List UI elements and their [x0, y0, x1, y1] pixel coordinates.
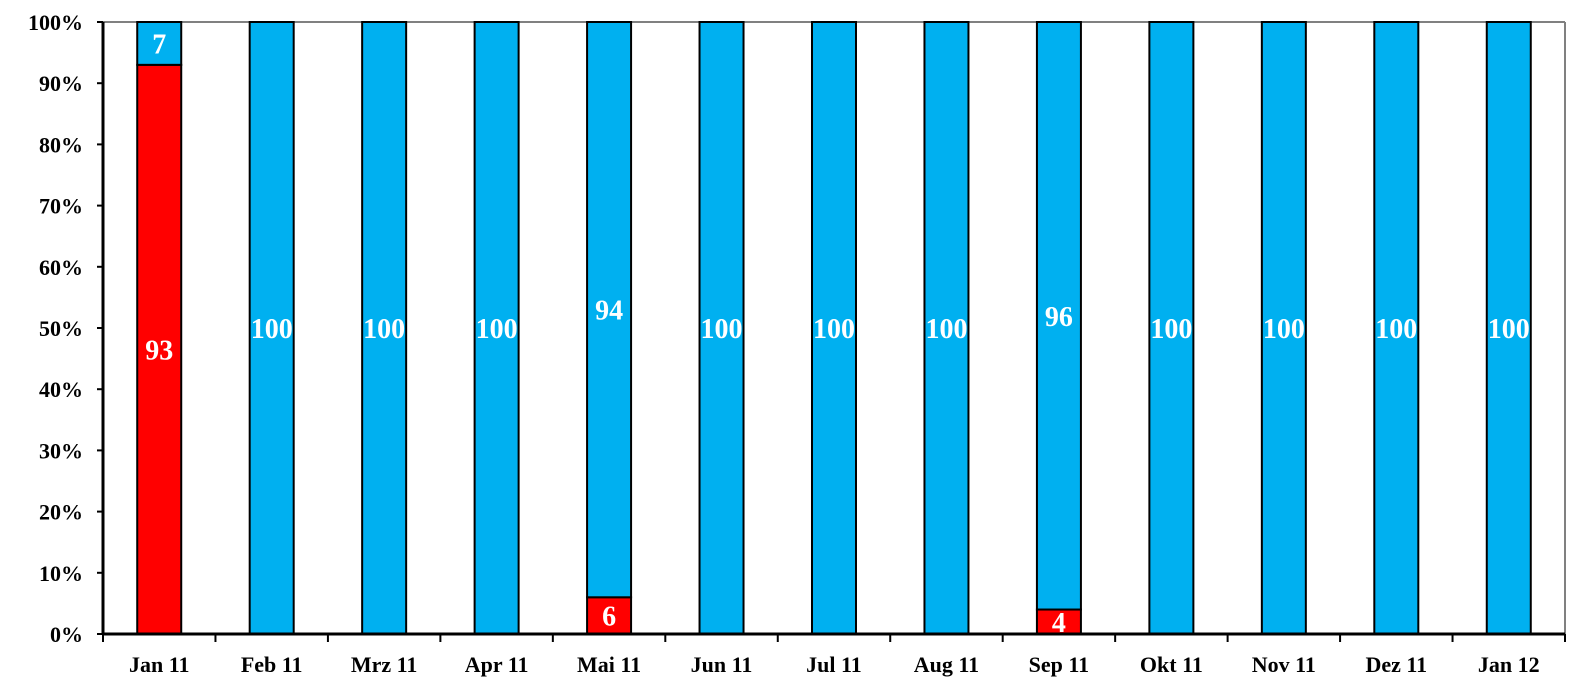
data-label: 100: [1375, 314, 1417, 345]
y-tick-label: 100%: [28, 10, 83, 35]
y-axis: 0% 10% 20% 30% 40% 50% 60% 70% 80% 90% 100%: [28, 10, 105, 647]
bars-group: [136, 21, 1532, 636]
bar-segment: [248, 21, 295, 635]
bar-segment: [1035, 21, 1082, 611]
y-tick-label: 70%: [39, 194, 83, 219]
x-axis: Jan 11 Feb 11 Mrz 11 Apr 11 Mai 11 Jun 11 Jul …: [102, 632, 1566, 677]
x-tick-label: Apr 11: [465, 652, 529, 677]
y-tick-label: 10%: [39, 561, 83, 586]
bar-segment: [586, 21, 633, 599]
x-tick-label: Mai 11: [577, 652, 641, 677]
data-label: 100: [1488, 314, 1530, 345]
y-tick-label: 0%: [50, 622, 83, 647]
data-label: 6: [602, 602, 616, 633]
data-label: 100: [1150, 314, 1192, 345]
x-tick-label: Jan 11: [129, 652, 190, 677]
data-label: 7: [152, 29, 166, 60]
x-tick-label: Okt 11: [1140, 652, 1203, 677]
y-tick-label: 80%: [39, 132, 83, 157]
x-tick-label: Nov 11: [1252, 652, 1316, 677]
y-tick-label: 40%: [39, 377, 83, 402]
bar-segment: [1485, 21, 1532, 635]
bar-segment: [136, 21, 183, 66]
bar-segment: [136, 63, 183, 635]
y-tick-label: 50%: [39, 316, 83, 341]
data-label: 100: [701, 314, 743, 345]
y-tick-label: 30%: [39, 438, 83, 463]
data-label: 100: [1263, 314, 1305, 345]
x-tick-label: Mrz 11: [351, 652, 418, 677]
bar-segment: [586, 596, 633, 636]
x-tick-label: Jul 11: [806, 652, 862, 677]
data-label: 100: [925, 314, 967, 345]
bar-segment: [361, 21, 408, 635]
y-tick-label: 90%: [39, 71, 83, 96]
bar-segment: [1148, 21, 1195, 635]
x-tick-label: Jan 12: [1478, 652, 1540, 677]
y-tick-label: 60%: [39, 255, 83, 280]
x-tick-label: Aug 11: [914, 652, 979, 677]
x-tick-label: Feb 11: [241, 652, 303, 677]
y-tick-label: 20%: [39, 500, 83, 525]
data-label: 96: [1045, 302, 1073, 333]
data-label: 4: [1052, 608, 1066, 639]
data-label: 100: [363, 314, 405, 345]
data-label: 100: [251, 314, 293, 345]
x-tick-label: Jun 11: [691, 652, 753, 677]
data-label: 100: [813, 314, 855, 345]
data-labels-group: 93 7 100 100 100 6 94 100 100 100 4 96 100 100 100 100: [145, 29, 1530, 638]
x-tick-label: Dez 11: [1365, 652, 1427, 677]
bar-segment: [1260, 21, 1307, 635]
bar-segment: [1373, 21, 1420, 635]
data-label: 94: [595, 296, 623, 327]
data-label: 100: [476, 314, 518, 345]
x-tick-label: Sep 11: [1029, 652, 1090, 677]
bar-segment: [473, 21, 520, 635]
data-label: 93: [145, 335, 173, 366]
